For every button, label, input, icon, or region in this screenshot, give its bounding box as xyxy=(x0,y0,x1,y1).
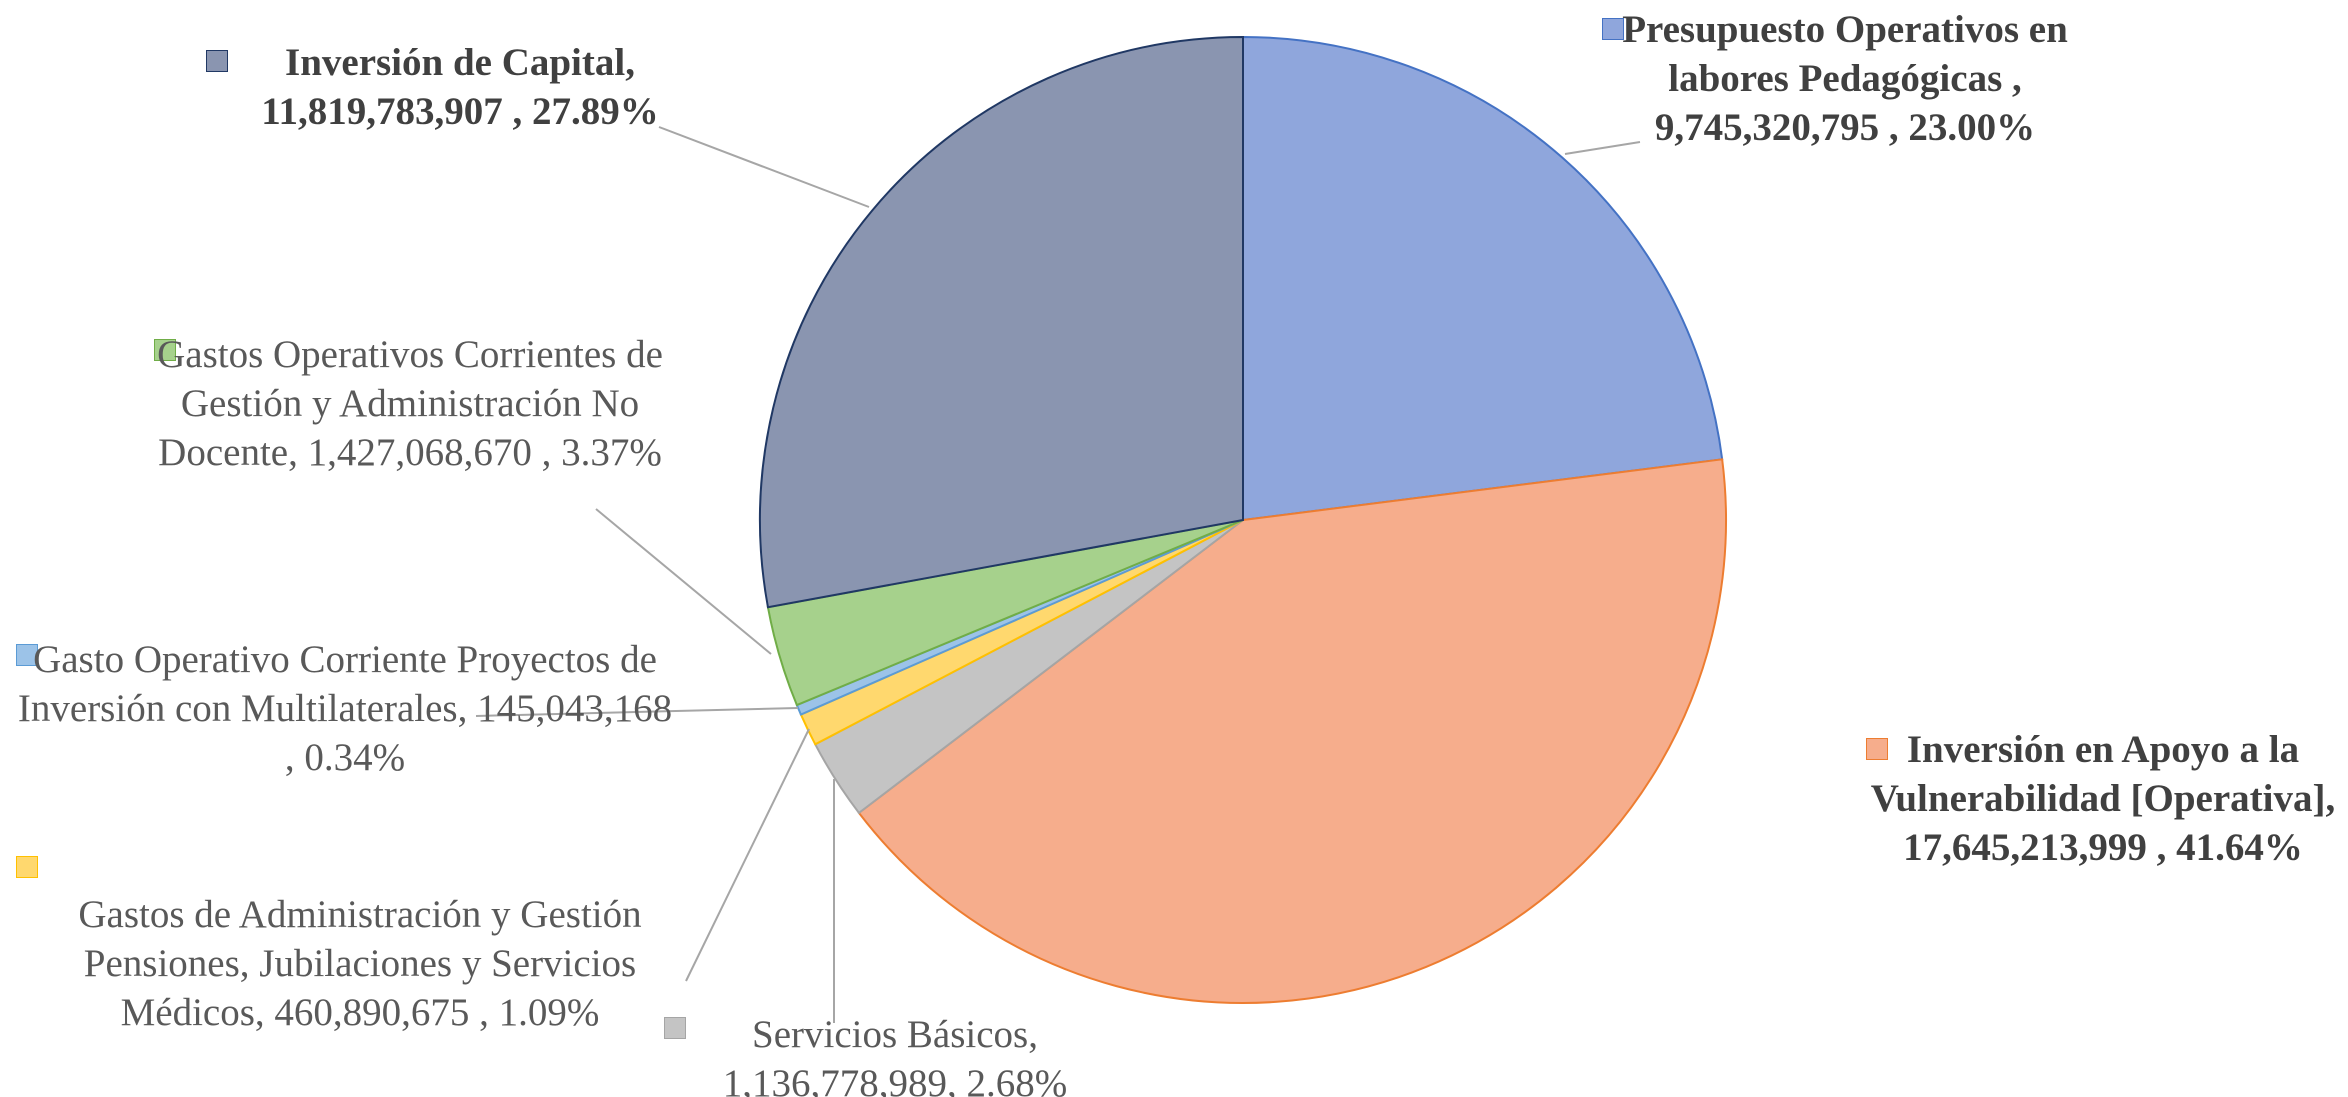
legend-key xyxy=(16,856,38,878)
value-label: 1,136,778,989, xyxy=(722,1062,957,1097)
leader-line xyxy=(475,707,799,717)
value-label: 17,645,213,999 , xyxy=(1903,826,2167,869)
legend-key xyxy=(1602,18,1624,40)
value-label: 145,043,168 , xyxy=(284,687,673,779)
slice-label: Gastos Operativos Corrientes de Gestión … xyxy=(150,330,670,477)
category-name: Presupuesto Operativos en labores Pedagó… xyxy=(1622,8,2068,100)
slice-label: Servicios Básicos, 1,136,778,989, 2.68% xyxy=(660,1010,1130,1097)
category-name: Gastos de Administración y Gestión Pensi… xyxy=(78,893,642,1034)
percent-label: 1.09% xyxy=(498,991,600,1034)
leader-line xyxy=(685,728,810,982)
category-name: Inversión en Apoyo a la Vulnerabilidad [… xyxy=(1870,728,2336,820)
value-label: 1,427,068,670 , xyxy=(307,431,552,474)
leader-lines xyxy=(475,126,1641,1023)
percent-label: 3.37% xyxy=(561,431,662,474)
pie-slice xyxy=(857,458,1727,1004)
slice-label: Inversión en Apoyo a la Vulnerabilidad [… xyxy=(1858,725,2348,872)
value-label: 11,819,783,907 , xyxy=(261,90,523,133)
leader-line xyxy=(1564,141,1641,155)
pie-slice xyxy=(759,35,1244,609)
percent-label: 0.34% xyxy=(304,736,406,779)
value-label: 9,745,320,795 , xyxy=(1654,106,1899,149)
leader-line xyxy=(595,508,772,655)
pie-slice xyxy=(1242,35,1724,522)
category-name: Gastos Operativos Corrientes de Gestión … xyxy=(157,333,663,474)
legend-key xyxy=(206,50,228,72)
percent-label: 2.68% xyxy=(966,1062,1068,1097)
legend-key xyxy=(154,339,176,361)
slice-label: Gasto Operativo Corriente Proyectos de I… xyxy=(15,635,675,782)
percent-label: 23.00% xyxy=(1908,106,2036,149)
category-name: Inversión de Capital, xyxy=(285,41,635,84)
slice-label: Presupuesto Operativos en labores Pedagó… xyxy=(1595,5,2095,152)
leader-line xyxy=(658,126,870,208)
slice-label: Gastos de Administración y Gestión Pensi… xyxy=(15,890,705,1037)
category-name: Gasto Operativo Corriente Proyectos de I… xyxy=(17,638,657,730)
legend-key xyxy=(664,1017,686,1039)
percent-label: 41.64% xyxy=(2176,826,2303,869)
value-label: 460,890,675 , xyxy=(274,991,489,1034)
category-name: Servicios Básicos, xyxy=(752,1013,1038,1056)
legend-key xyxy=(1866,738,1888,760)
slice-label: Inversión de Capital, 11,819,783,907 , 2… xyxy=(200,38,720,136)
legend-key xyxy=(16,644,38,666)
slices xyxy=(759,35,1727,1004)
percent-label: 27.89% xyxy=(532,90,659,133)
